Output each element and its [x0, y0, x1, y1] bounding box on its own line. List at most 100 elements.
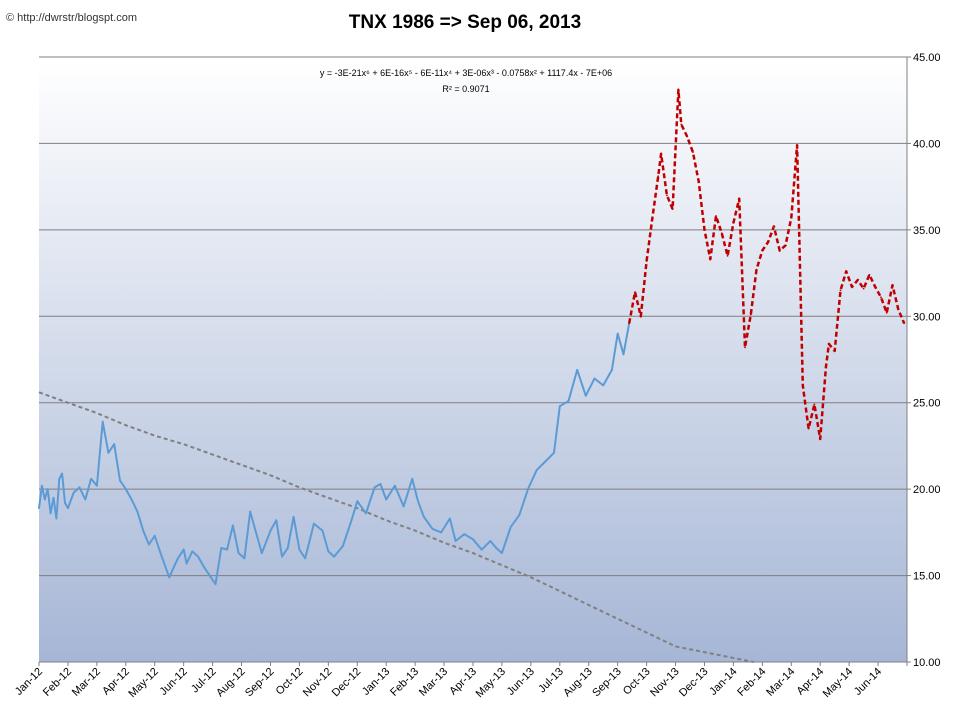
data-point: [784, 244, 787, 247]
x-tick-label: Feb-12: [41, 666, 74, 699]
data-point: [680, 123, 683, 126]
data-point: [67, 507, 69, 510]
x-tick-label: Sep-13: [590, 666, 624, 700]
data-point: [90, 477, 92, 480]
x-tick-label: Sep-12: [243, 666, 277, 700]
data-point: [341, 545, 344, 548]
data-point: [828, 343, 830, 345]
data-point: [356, 500, 359, 503]
chart-title: TNX 1986 => Sep 06, 2013: [348, 12, 582, 33]
data-point: [501, 552, 503, 554]
data-point: [168, 576, 171, 579]
x-tick-label: Nov-12: [301, 666, 335, 700]
x-tick-label: Oct-13: [621, 666, 653, 698]
y-tick-label: 30.00: [913, 311, 941, 323]
x-tick-label: Feb-14: [735, 666, 768, 699]
data-point: [697, 180, 700, 183]
data-point: [726, 254, 729, 257]
x-tick-label: Mar-14: [764, 666, 797, 699]
data-point: [275, 519, 278, 522]
data-point: [449, 517, 451, 520]
data-point: [124, 488, 127, 490]
data-point: [558, 405, 561, 408]
trendline-path: [38, 391, 754, 663]
data-point: [639, 315, 642, 318]
data-point: [903, 322, 905, 325]
data-point: [576, 369, 579, 371]
x-tick-label: Mar-12: [70, 666, 103, 699]
x-tick-label: Jun-12: [158, 666, 190, 698]
data-point: [891, 284, 894, 287]
series-line-3: [627, 88, 906, 441]
data-point: [778, 249, 781, 252]
data-point: [715, 215, 717, 217]
data-point: [671, 208, 674, 211]
x-tick-label: Aug-13: [561, 666, 595, 700]
data-point: [744, 346, 746, 349]
y-tick-label: 40.00: [913, 138, 941, 150]
data-point: [463, 533, 466, 535]
x-tick-label: May-13: [474, 666, 508, 700]
data-point: [440, 531, 443, 534]
data-point: [732, 222, 735, 224]
y-tick-label: 15.00: [913, 571, 941, 583]
data-point: [394, 484, 396, 487]
data-point: [677, 88, 680, 91]
data-point: [417, 500, 419, 503]
y-tick-label: 35.00: [913, 225, 941, 237]
trendline-equation: y = -3E-21x⁶ + 6E-16x⁵ - 6E-11x⁴ + 3E-06…: [320, 68, 612, 78]
copyright-notice: © http://dwrstr/blogspt.com: [6, 12, 137, 24]
data-point: [749, 313, 752, 316]
data-point: [232, 524, 234, 527]
data-point: [509, 526, 512, 529]
data-point: [260, 552, 263, 554]
data-point: [825, 365, 827, 368]
x-tick-label: Dec-13: [677, 666, 711, 700]
data-point: [52, 496, 55, 499]
data-point: [703, 229, 706, 231]
data-point: [313, 522, 315, 525]
plot-area: [39, 57, 907, 662]
y-tick-label: 10.00: [913, 657, 941, 669]
data-point: [107, 451, 110, 454]
y-tick-label: 25.00: [913, 398, 941, 410]
data-point: [495, 547, 497, 549]
data-point: [584, 394, 587, 397]
data-point: [868, 273, 871, 276]
data-point: [96, 484, 98, 487]
data-point: [851, 286, 853, 288]
data-point: [208, 574, 211, 577]
data-point: [660, 152, 662, 155]
x-tick-label: Jun-13: [505, 666, 537, 698]
trendline-r-squared: R² = 0.9071: [442, 84, 489, 94]
data-point: [567, 400, 570, 402]
x-tick-label: Aug-12: [214, 666, 248, 700]
data-point: [402, 505, 405, 508]
data-point: [49, 512, 52, 515]
data-point: [249, 510, 252, 513]
data-point: [113, 443, 116, 446]
data-point: [281, 555, 283, 558]
data-point: [142, 529, 145, 532]
data-point: [480, 548, 483, 551]
data-point: [645, 260, 648, 262]
data-point: [845, 270, 848, 273]
data-point: [64, 502, 66, 504]
data-point: [874, 286, 877, 288]
x-tick-label: Mar-13: [417, 666, 450, 699]
data-point: [101, 420, 104, 423]
data-point: [489, 540, 492, 542]
data-point: [203, 566, 205, 568]
data-point: [773, 225, 775, 228]
data-point: [454, 540, 457, 542]
data-point: [41, 484, 43, 487]
data-point: [298, 548, 301, 551]
data-point: [422, 515, 425, 518]
data-point: [130, 498, 133, 501]
data-point: [796, 144, 798, 147]
data-point: [84, 498, 87, 501]
data-point: [593, 377, 596, 380]
data-point: [807, 427, 810, 430]
data-point: [269, 529, 272, 532]
